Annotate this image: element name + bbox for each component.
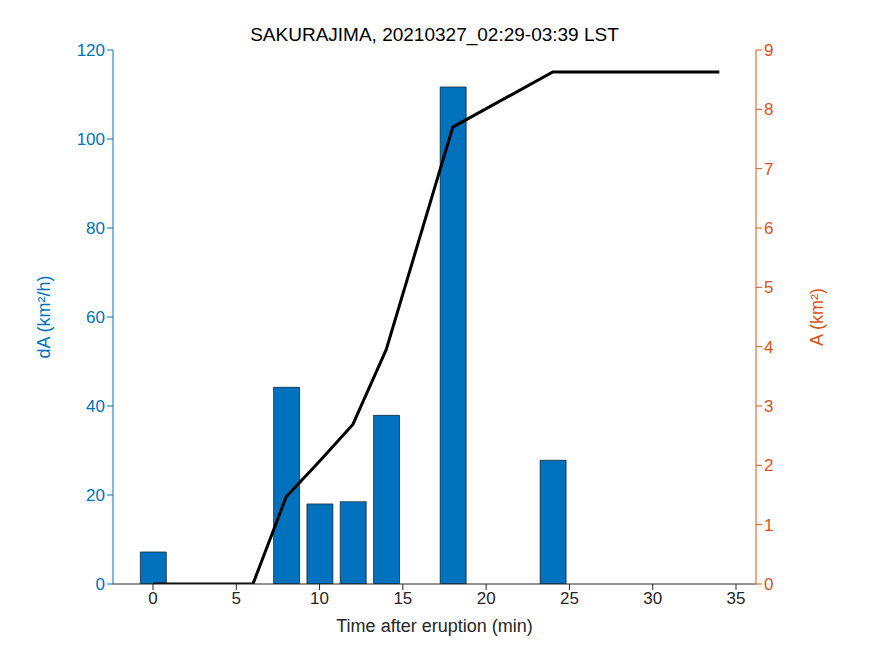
svg-text:dA (km²/h): dA (km²/h) [34,275,54,358]
svg-text:0: 0 [148,589,157,608]
svg-text:7: 7 [764,160,773,179]
svg-text:5: 5 [764,278,773,297]
svg-text:120: 120 [77,41,105,60]
svg-text:0: 0 [764,575,773,594]
svg-text:6: 6 [764,219,773,238]
svg-text:30: 30 [643,589,662,608]
svg-text:8: 8 [764,100,773,119]
svg-text:9: 9 [764,41,773,60]
svg-text:20: 20 [477,589,496,608]
svg-text:80: 80 [86,219,105,238]
svg-text:20: 20 [86,486,105,505]
svg-text:25: 25 [560,589,579,608]
svg-text:100: 100 [77,130,105,149]
svg-text:A (km²): A (km²) [807,288,827,346]
svg-text:10: 10 [310,589,329,608]
svg-text:1: 1 [764,516,773,535]
svg-text:60: 60 [86,308,105,327]
svg-text:5: 5 [232,589,241,608]
svg-text:Time after eruption (min): Time after eruption (min) [336,616,532,636]
svg-text:3: 3 [764,397,773,416]
svg-text:40: 40 [86,397,105,416]
svg-text:35: 35 [727,589,746,608]
html-text:SAKURAJIMA, 20210327_02:29-03:: SAKURAJIMA, 20210327_02:29-03:39 LST [250,24,619,45]
svg-text:0: 0 [96,575,105,594]
svg-text:4: 4 [764,338,773,357]
svg-text:2: 2 [764,456,773,475]
svg-text:15: 15 [393,589,412,608]
